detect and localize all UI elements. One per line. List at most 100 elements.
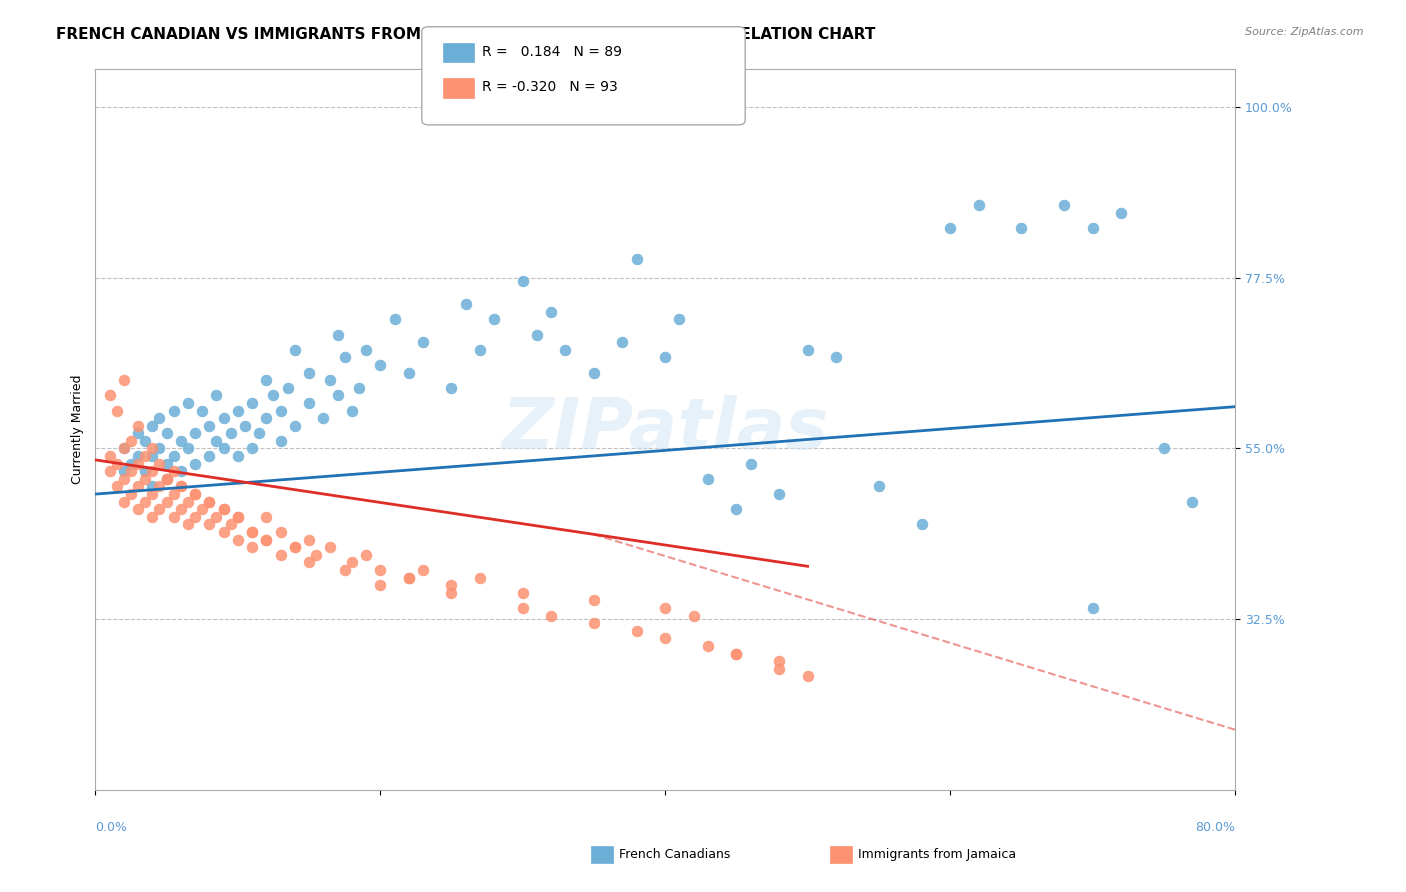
Point	[205, 509, 228, 524]
Point	[240, 442, 263, 456]
Point	[127, 449, 149, 463]
Point	[526, 327, 548, 342]
Point	[127, 426, 149, 441]
Point	[368, 358, 391, 372]
Point	[148, 479, 170, 493]
Point	[654, 351, 676, 365]
Point	[134, 434, 156, 448]
Point	[333, 351, 356, 365]
Point	[298, 533, 321, 547]
Point	[148, 457, 170, 471]
Point	[740, 457, 762, 471]
Point	[254, 533, 277, 547]
Point	[796, 343, 818, 357]
Point	[219, 517, 242, 532]
Point	[226, 509, 249, 524]
Point	[582, 366, 605, 380]
Point	[155, 494, 177, 508]
Point	[163, 464, 186, 478]
Point	[725, 502, 748, 516]
Point	[319, 541, 342, 555]
Point	[177, 396, 200, 410]
Point	[98, 388, 121, 402]
Point	[270, 434, 292, 448]
Point	[226, 449, 249, 463]
Point	[184, 487, 207, 501]
Point	[468, 343, 491, 357]
Point	[333, 563, 356, 577]
Point	[582, 616, 605, 631]
Point	[170, 434, 193, 448]
Text: R = -0.320   N = 93: R = -0.320 N = 93	[482, 80, 619, 95]
Point	[198, 449, 221, 463]
Text: ZIPatlas: ZIPatlas	[502, 395, 830, 464]
Point	[284, 541, 307, 555]
Point	[184, 426, 207, 441]
Point	[155, 426, 177, 441]
Point	[682, 608, 704, 623]
Point	[254, 533, 277, 547]
Point	[1010, 221, 1032, 235]
Point	[141, 509, 163, 524]
Point	[112, 373, 135, 387]
Point	[347, 381, 370, 395]
Point	[384, 312, 406, 326]
Point	[191, 403, 214, 417]
Point	[112, 472, 135, 486]
Point	[326, 327, 349, 342]
Point	[105, 479, 128, 493]
Point	[412, 563, 434, 577]
Point	[654, 601, 676, 615]
Point	[254, 373, 277, 387]
Point	[212, 442, 235, 456]
Point	[654, 632, 676, 646]
Point	[284, 541, 307, 555]
Point	[163, 487, 186, 501]
Point	[120, 487, 142, 501]
Point	[398, 571, 420, 585]
Point	[141, 464, 163, 478]
Point	[319, 373, 342, 387]
Point	[1081, 221, 1104, 235]
Point	[120, 434, 142, 448]
Point	[284, 343, 307, 357]
Point	[105, 457, 128, 471]
Point	[226, 509, 249, 524]
Point	[440, 586, 463, 600]
Point	[226, 403, 249, 417]
Point	[127, 418, 149, 433]
Point	[163, 449, 186, 463]
Point	[233, 418, 256, 433]
Point	[212, 502, 235, 516]
Point	[191, 502, 214, 516]
Point	[184, 509, 207, 524]
Point	[354, 343, 377, 357]
Point	[141, 442, 163, 456]
Point	[105, 403, 128, 417]
Point	[398, 366, 420, 380]
Point	[1053, 198, 1076, 212]
Point	[148, 411, 170, 425]
Point	[134, 464, 156, 478]
Point	[170, 502, 193, 516]
Point	[127, 479, 149, 493]
Point	[398, 571, 420, 585]
Point	[696, 472, 718, 486]
Point	[141, 418, 163, 433]
Point	[240, 541, 263, 555]
Point	[284, 418, 307, 433]
Point	[484, 312, 506, 326]
Point	[155, 472, 177, 486]
Text: 80.0%: 80.0%	[1195, 821, 1234, 834]
Point	[148, 442, 170, 456]
Point	[212, 502, 235, 516]
Point	[262, 388, 284, 402]
Point	[512, 601, 534, 615]
Point	[155, 457, 177, 471]
Point	[112, 442, 135, 456]
Point	[305, 548, 328, 562]
Point	[277, 381, 299, 395]
Point	[910, 517, 932, 532]
Point	[368, 578, 391, 592]
Point	[198, 494, 221, 508]
